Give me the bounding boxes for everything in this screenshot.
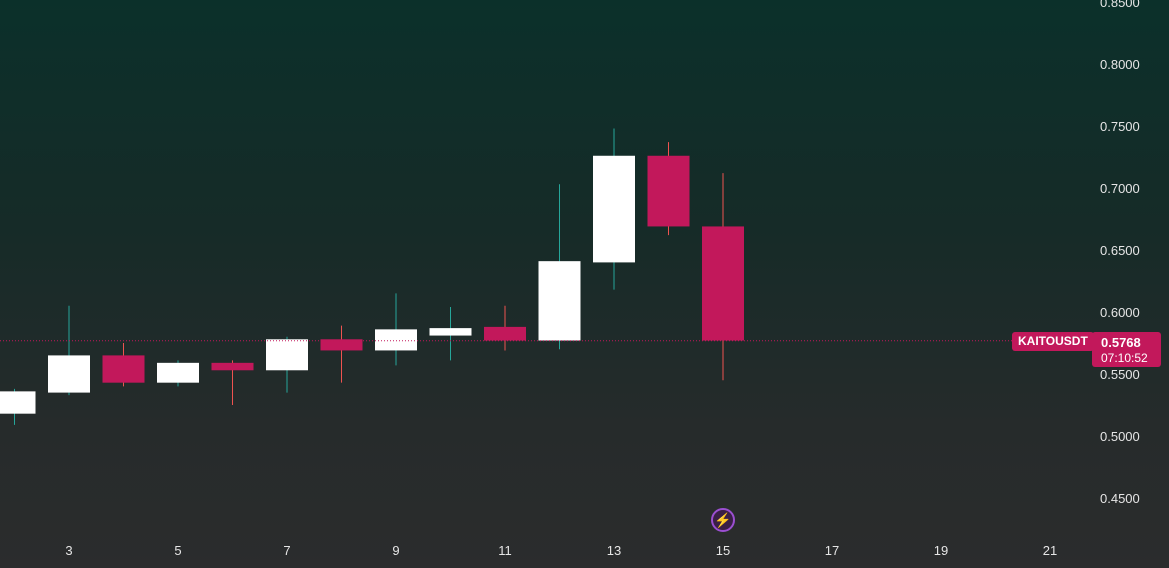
candle-body-13[interactable] bbox=[593, 155, 635, 263]
x-tick-label: 21 bbox=[1043, 543, 1057, 558]
y-tick-label: 0.4500 bbox=[1100, 491, 1140, 506]
y-tick-label: 0.8000 bbox=[1100, 57, 1140, 72]
x-tick-label: 5 bbox=[174, 543, 181, 558]
candle-body-8[interactable] bbox=[320, 339, 363, 351]
candle-body-11[interactable] bbox=[484, 326, 526, 341]
x-tick-label: 7 bbox=[283, 543, 290, 558]
x-tick-label: 15 bbox=[716, 543, 730, 558]
y-tick-label: 0.5000 bbox=[1100, 429, 1140, 444]
candle-body-2[interactable] bbox=[0, 391, 36, 414]
bar-countdown: 07:10:52 bbox=[1101, 351, 1148, 365]
x-tick-label: 17 bbox=[825, 543, 839, 558]
candle-body-12[interactable] bbox=[538, 261, 581, 341]
candle-body-5[interactable] bbox=[157, 362, 199, 383]
candle-body-7[interactable] bbox=[266, 339, 308, 371]
symbol-label: KAITOUSDT bbox=[1012, 332, 1094, 351]
last-price: 0.5768 bbox=[1101, 335, 1141, 350]
x-tick-label: 3 bbox=[65, 543, 72, 558]
y-tick-label: 0.7000 bbox=[1100, 181, 1140, 196]
candle-body-3[interactable] bbox=[48, 355, 90, 393]
candle-body-10[interactable] bbox=[429, 328, 472, 336]
y-tick-label: 0.6000 bbox=[1100, 305, 1140, 320]
candle-body-15[interactable] bbox=[702, 226, 744, 341]
candle-body-14[interactable] bbox=[647, 155, 690, 227]
x-tick-label: 9 bbox=[392, 543, 399, 558]
y-tick-label: 0.7500 bbox=[1100, 119, 1140, 134]
lightning-icon[interactable]: ⚡ bbox=[711, 508, 735, 532]
candle-body-4[interactable] bbox=[102, 355, 145, 383]
y-tick-label: 0.8500 bbox=[1100, 0, 1140, 10]
x-tick-label: 19 bbox=[934, 543, 948, 558]
y-tick-label: 0.6500 bbox=[1100, 243, 1140, 258]
x-tick-label: 13 bbox=[607, 543, 621, 558]
last-price-badge: 0.5768 07:10:52 bbox=[1092, 332, 1161, 367]
candle-body-6[interactable] bbox=[211, 362, 254, 371]
y-tick-label: 0.5500 bbox=[1100, 367, 1140, 382]
x-tick-label: 11 bbox=[498, 543, 512, 558]
candle-body-9[interactable] bbox=[375, 329, 417, 351]
